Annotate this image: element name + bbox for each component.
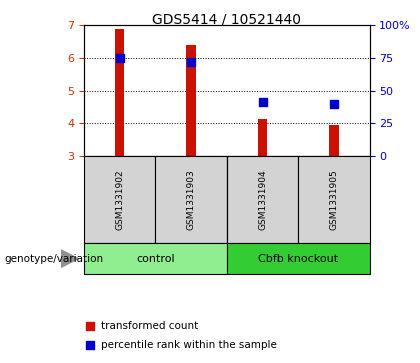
Bar [258,118,267,156]
Point [188,60,194,65]
Point [259,99,266,105]
Text: control: control [136,254,175,264]
Bar [298,156,370,243]
Point [87,323,93,329]
Bar [186,45,196,156]
Text: transformed count: transformed count [101,321,198,331]
Bar [227,156,298,243]
Point [116,55,123,61]
Bar [84,243,227,274]
Text: GDS5414 / 10521440: GDS5414 / 10521440 [152,13,301,27]
Text: GSM1331903: GSM1331903 [186,169,196,230]
Bar [227,243,370,274]
Bar [329,125,339,156]
Point [87,342,93,348]
Bar [155,156,227,243]
Bar [84,156,155,243]
Point [331,101,337,107]
Polygon shape [61,249,80,268]
Text: percentile rank within the sample: percentile rank within the sample [101,340,277,350]
Text: GSM1331904: GSM1331904 [258,169,267,230]
Text: GSM1331905: GSM1331905 [329,169,339,230]
Text: GSM1331902: GSM1331902 [115,169,124,230]
Bar [115,29,124,156]
Text: Cbfb knockout: Cbfb knockout [258,254,338,264]
Text: genotype/variation: genotype/variation [4,254,103,264]
